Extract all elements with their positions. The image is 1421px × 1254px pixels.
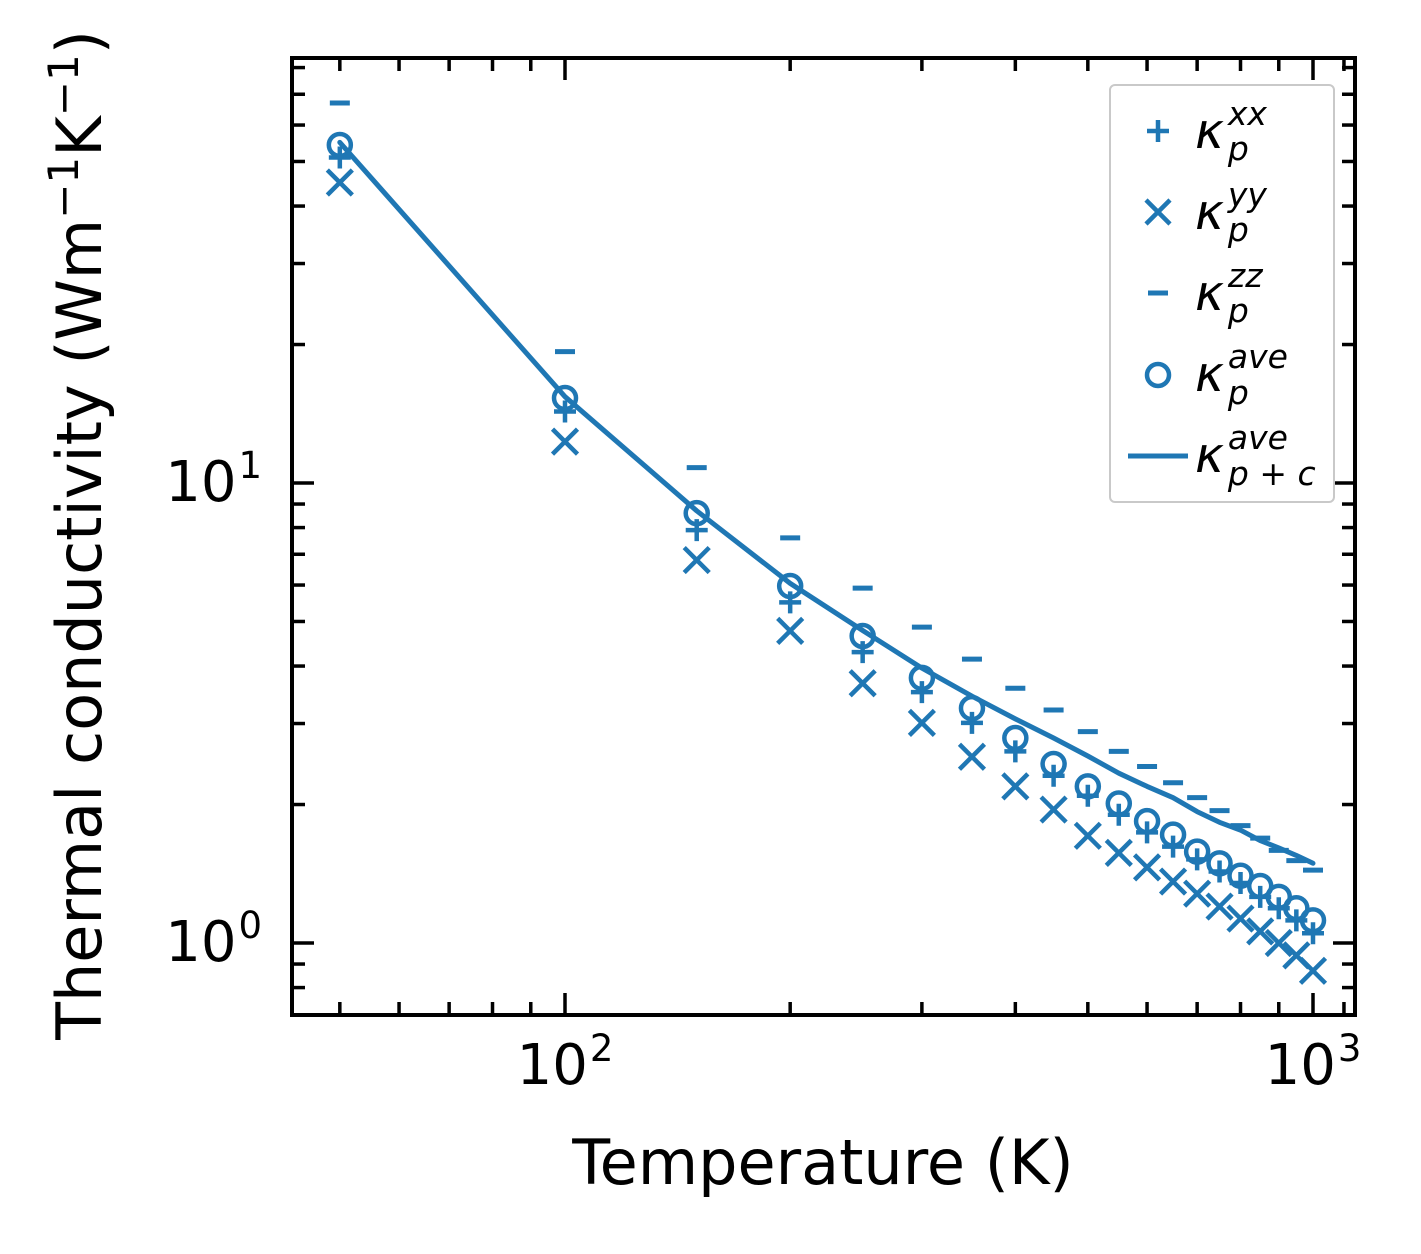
legend-marker-dash-icon [1123,258,1193,328]
series-kappa-p-ave [326,131,1327,934]
plot-frame [290,56,1357,1017]
legend-marker-circle-icon [1123,340,1193,410]
series-kappa-p-yy [325,168,1328,985]
y-tick-label: 101 [165,444,262,515]
legend: κ xx p κ yy p κ zz p κ ave p κ ave p + c [1109,84,1335,503]
x-tick-label: 102 [516,1027,614,1098]
legend-marker-plus-icon [1123,96,1193,166]
legend-item: κ ave p + c [1111,420,1333,491]
legend-item: κ xx p [1111,96,1333,167]
legend-item: κ ave p [1111,339,1333,410]
axis-ticks [292,58,1355,1015]
x-tick-label: 103 [1264,1027,1362,1098]
legend-marker-line-icon [1123,421,1193,491]
legend-item-label: κ ave p [1195,336,1288,412]
legend-item: κ yy p [1111,177,1333,248]
legend-marker-x-icon [1123,177,1193,247]
legend-item-label: κ ave p + c [1195,417,1316,493]
legend-item-label: κ yy p [1195,174,1267,250]
legend-item-label: κ zz p [1195,255,1263,331]
series-kappa-p-plus-c-ave [337,139,1316,866]
x-axis-label: Temperature (K) [572,1126,1074,1199]
y-axis-label: Thermal conductivity (Wm−1K−1) [38,30,116,1040]
y-tick-label: 100 [165,904,262,975]
legend-item: κ zz p [1111,258,1333,329]
legend-item-label: κ xx p [1195,93,1267,169]
